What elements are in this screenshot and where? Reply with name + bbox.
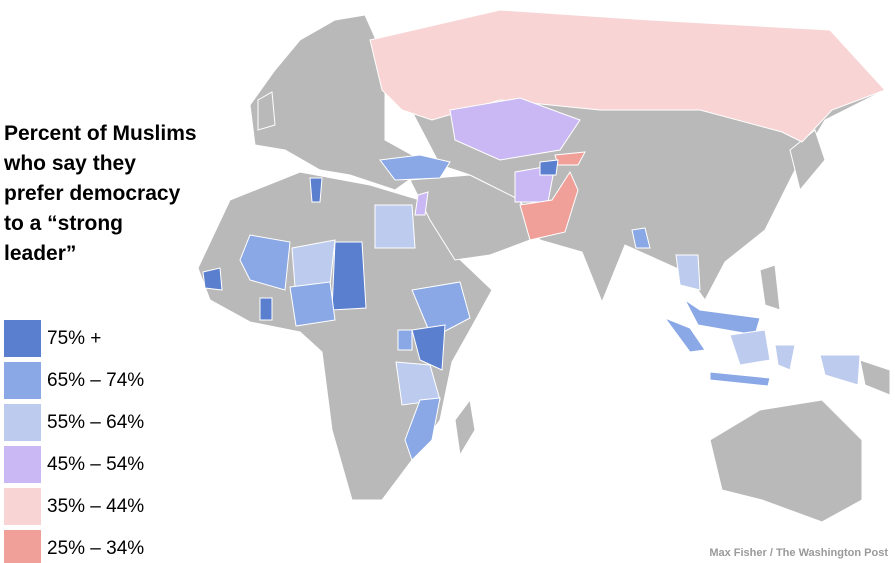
legend-swatch xyxy=(4,320,41,357)
australia xyxy=(709,399,863,523)
legend-label: 35% – 44% xyxy=(47,496,144,517)
legend-swatch xyxy=(4,404,41,441)
malaysia xyxy=(684,299,761,336)
tunisia xyxy=(309,177,323,203)
legend-label: 25% – 34% xyxy=(47,538,144,559)
thailand xyxy=(675,254,701,291)
legend-label: 45% – 54% xyxy=(47,454,144,475)
uk xyxy=(257,91,276,131)
niger xyxy=(291,239,336,288)
egypt xyxy=(374,204,416,249)
tajikistan xyxy=(539,159,559,176)
chad xyxy=(331,241,367,311)
new-guinea xyxy=(859,359,891,396)
title-line: Percent of Muslims xyxy=(4,122,197,145)
mozambique xyxy=(404,397,441,461)
turkey xyxy=(379,154,451,181)
sulawesi-papua xyxy=(774,344,796,371)
nigeria xyxy=(289,281,336,327)
title-line: prefer democracy xyxy=(4,182,181,205)
legend-swatch xyxy=(4,530,41,563)
legend-label: 65% – 74% xyxy=(47,370,144,391)
madagascar xyxy=(454,398,476,457)
kenya xyxy=(411,324,446,371)
europe xyxy=(249,14,431,191)
legend-label: 55% – 64% xyxy=(47,412,144,433)
west-papua xyxy=(819,354,861,386)
survey-regions xyxy=(202,9,886,461)
ethiopia xyxy=(411,281,471,339)
mali xyxy=(239,234,291,291)
legend-swatch xyxy=(4,362,41,399)
senegal xyxy=(202,267,223,291)
legend-swatch xyxy=(4,488,41,525)
bangladesh xyxy=(631,227,651,249)
sumatra xyxy=(663,316,706,353)
title-line: to a “strong xyxy=(4,212,123,235)
lebanon-jordan xyxy=(414,191,429,216)
kazakhstan xyxy=(449,97,581,161)
russia xyxy=(369,9,886,143)
pakistan xyxy=(519,170,579,241)
borneo xyxy=(729,329,771,366)
philippines xyxy=(759,264,781,311)
title-line: who say they xyxy=(3,152,136,175)
title-line: leader” xyxy=(4,242,76,265)
uganda xyxy=(397,329,413,351)
legend-swatch xyxy=(4,446,41,483)
legend-label: 75% + xyxy=(47,328,101,349)
credit: Max Fisher / The Washington Post xyxy=(709,547,888,559)
java xyxy=(709,371,771,387)
ghana xyxy=(259,297,273,321)
